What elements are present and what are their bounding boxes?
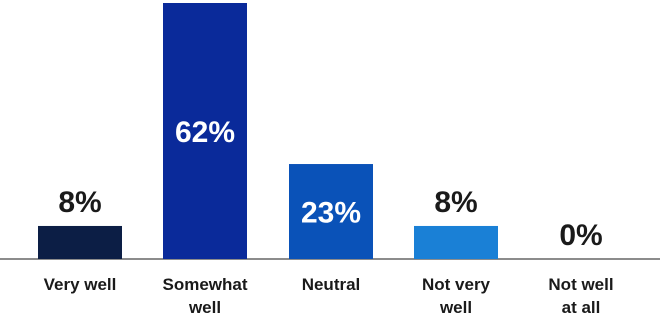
bar-1: [163, 3, 247, 259]
value-label-0: 8%: [58, 186, 101, 219]
value-label-4: 0%: [559, 219, 602, 252]
category-label-4: Not well at all: [548, 275, 613, 317]
category-label-2-line-0: Neutral: [302, 275, 361, 294]
category-label-3-line-1: well: [439, 298, 472, 317]
bars-group: [38, 3, 498, 259]
category-label-2: Neutral: [302, 275, 361, 294]
value-label-2: 23%: [301, 197, 361, 230]
category-label-4-line-1: at all: [562, 298, 601, 317]
category-label-3: Not very well: [422, 275, 491, 317]
value-labels-group: 8% 62% 23% 8% 0%: [58, 116, 602, 252]
category-label-3-line-0: Not very: [422, 275, 491, 294]
category-label-1-line-1: well: [188, 298, 221, 317]
category-label-1-line-0: Somewhat: [162, 275, 247, 294]
bar-3: [414, 225, 498, 259]
value-label-3: 8%: [434, 186, 477, 219]
bar-0: [38, 225, 122, 259]
category-labels-group: Very well Somewhat well Neutral Not very well…: [44, 275, 614, 317]
category-label-4-line-0: Not well: [548, 275, 613, 294]
category-label-0: Very well: [44, 275, 117, 294]
bar-2: [289, 164, 373, 259]
value-label-1: 62%: [175, 116, 235, 149]
category-label-0-line-0: Very well: [44, 275, 117, 294]
category-label-1: Somewhat well: [162, 275, 247, 317]
